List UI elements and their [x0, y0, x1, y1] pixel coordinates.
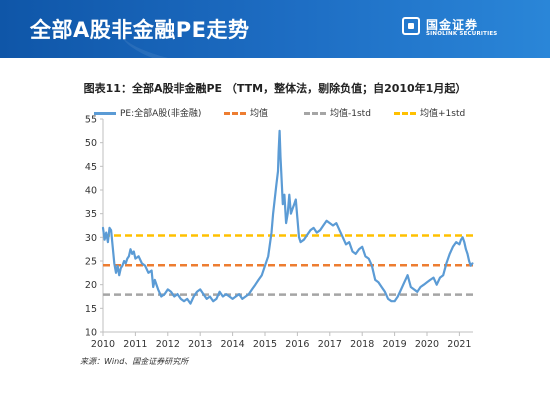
logo-english-name: SINOLINK SECURITIES	[426, 31, 498, 37]
x-tick-label: 2021	[447, 339, 471, 350]
pe-series-line	[101, 129, 474, 305]
legend-swatch-mean-plus-std	[394, 112, 416, 115]
x-tick-label: 2011	[123, 339, 147, 350]
x-tick-label: 2017	[318, 339, 342, 350]
x-tick-label: 2016	[285, 339, 309, 350]
chart-legend: PE:全部A股(非金融) 均值 均值-1std 均值+1std	[94, 106, 534, 120]
legend-label-mean: 均值	[250, 109, 269, 119]
x-tick-label: 2019	[382, 339, 406, 350]
sinolink-logo: 国金证券 SINOLINK SECURITIES	[402, 16, 522, 44]
x-tick-label: 2018	[350, 339, 374, 350]
logo-icon	[402, 17, 420, 35]
y-tick-label: 50	[85, 138, 97, 149]
legend-label-pe: PE:全部A股(非金融)	[120, 109, 202, 119]
header-banner: 全部A股非金融PE走势 国金证券 SINOLINK SECURITIES	[0, 0, 550, 58]
x-tick-label: 2014	[221, 339, 245, 350]
chart-title: 图表11：全部A股非金融PE （TTM，整体法，剔除负值；自2010年1月起）	[83, 82, 467, 95]
x-tick-label: 2015	[253, 339, 277, 350]
legend-label-mean-minus-std: 均值-1std	[330, 109, 371, 119]
y-tick-label: 40	[85, 186, 97, 197]
y-tick-label: 35	[85, 209, 97, 220]
y-tick-label: 20	[85, 280, 97, 291]
logo-chinese-name: 国金证券	[426, 18, 479, 32]
x-tick-label: 2020	[415, 339, 439, 350]
x-tick-label: 2010	[91, 339, 115, 350]
page-title: 全部A股非金融PE走势	[30, 18, 250, 42]
y-tick-label: 25	[85, 257, 97, 268]
y-tick-label: 15	[85, 304, 97, 315]
x-tick-label: 2012	[156, 339, 180, 350]
x-tick-label: 2013	[188, 339, 212, 350]
y-tick-label: 30	[85, 233, 97, 244]
y-tick-label: 45	[85, 162, 97, 173]
source-note: 来源：Wind、国金证券研究所	[80, 357, 189, 366]
legend-label-mean-plus-std: 均值+1std	[420, 109, 466, 119]
legend-swatch-mean	[224, 112, 246, 115]
y-tick-label: 10	[85, 328, 97, 339]
legend-swatch-pe	[94, 112, 116, 115]
legend-swatch-mean-minus-std	[304, 112, 326, 115]
